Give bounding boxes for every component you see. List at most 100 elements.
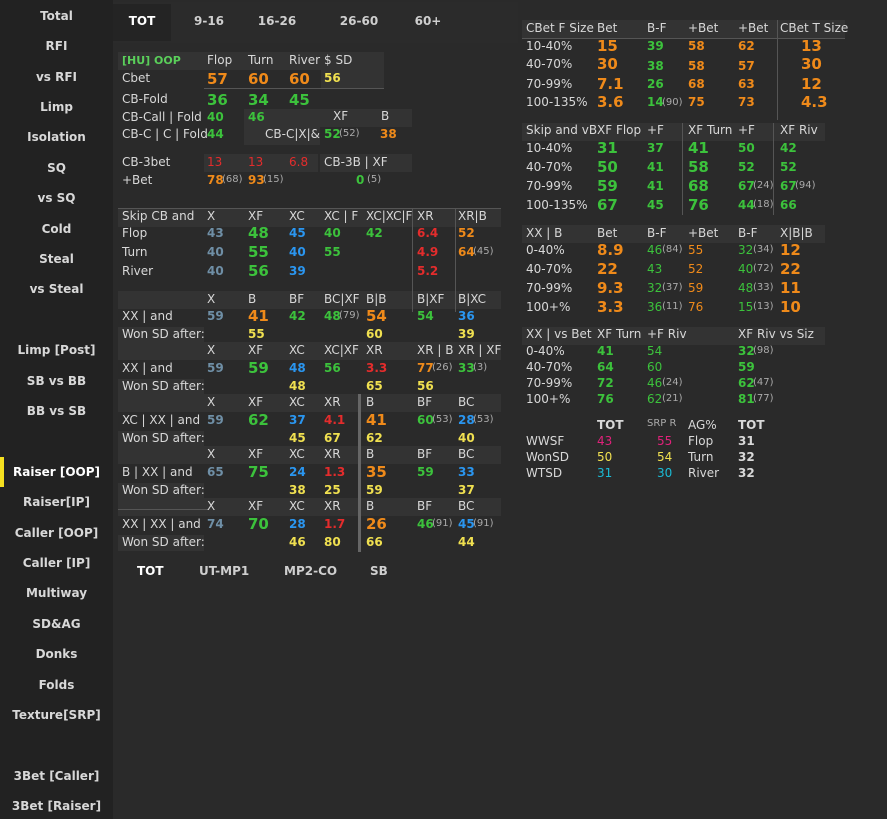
stat-value[interactable]: 30 <box>657 466 673 480</box>
stat-value[interactable]: 44 <box>458 535 475 549</box>
stat-value[interactable]: 77 <box>417 361 434 375</box>
stat-value[interactable]: (47) <box>753 377 774 388</box>
stat-value[interactable]: 44 <box>738 198 755 212</box>
stat-value[interactable]: 40 <box>738 262 754 276</box>
stat-value[interactable]: (11) <box>662 301 683 312</box>
stat-value[interactable]: 30 <box>597 55 618 73</box>
stat-value[interactable]: 31 <box>597 466 613 480</box>
stat-value[interactable]: 55 <box>688 243 704 257</box>
stat-value[interactable]: 3.3 <box>366 361 388 375</box>
stat-value[interactable]: 15 <box>597 37 618 55</box>
stat-value[interactable]: 4.9 <box>417 245 439 259</box>
stat-value[interactable]: 0 <box>356 173 365 187</box>
sidebar-item-bb-vs-sb[interactable]: BB vs SB <box>26 404 87 418</box>
stat-value[interactable]: (21) <box>662 393 683 404</box>
stat-value[interactable]: 58 <box>688 59 705 73</box>
stat-value[interactable]: 62 <box>738 39 755 53</box>
stat-value[interactable]: SRP R <box>647 418 677 429</box>
stat-value[interactable]: 3.6 <box>597 93 624 111</box>
stat-value[interactable]: (84) <box>662 244 683 255</box>
stat-value[interactable]: (53) <box>473 414 494 425</box>
stat-value[interactable]: 50 <box>597 450 613 464</box>
stat-value[interactable]: 62 <box>366 431 383 445</box>
stat-value[interactable]: 54 <box>657 450 673 464</box>
stat-value[interactable]: (91) <box>473 518 494 529</box>
tab-60[interactable]: 60+ <box>414 14 442 28</box>
sidebar-item-limp[interactable]: Limp <box>40 100 73 114</box>
stat-value[interactable]: 12 <box>780 241 801 259</box>
stat-value[interactable]: 12 <box>801 75 822 93</box>
stat-value[interactable]: 32 <box>738 243 754 257</box>
stat-value[interactable]: (79) <box>339 310 360 321</box>
sidebar-item-folds[interactable]: Folds <box>38 678 75 692</box>
tab-9-16[interactable]: 9-16 <box>193 14 225 28</box>
stat-value[interactable]: (24) <box>753 180 774 191</box>
stat-value[interactable]: 52 <box>738 160 755 174</box>
stat-value[interactable]: 50 <box>597 158 618 176</box>
stat-value[interactable]: 48 <box>738 281 754 295</box>
stat-value[interactable]: 78 <box>207 173 224 187</box>
stat-value[interactable]: (72) <box>753 263 774 274</box>
stat-value[interactable]: 42 <box>780 141 797 155</box>
stat-value[interactable]: 40-70% <box>526 57 573 71</box>
stat-value[interactable]: 36 <box>458 309 475 323</box>
stat-value[interactable]: (37) <box>662 282 683 293</box>
sidebar-item-vs-rfi[interactable]: vs RFI <box>35 70 78 84</box>
position-tab-mp2-co[interactable]: MP2-CO <box>284 564 338 578</box>
stat-value[interactable]: 22 <box>597 260 618 278</box>
stat-value[interactable]: 75 <box>248 463 269 481</box>
sidebar-item-texture-srp[interactable]: Texture[SRP] <box>12 708 101 722</box>
stat-value[interactable]: (77) <box>753 393 774 404</box>
stat-value[interactable]: 22 <box>780 260 801 278</box>
stat-value[interactable]: 36 <box>647 300 663 314</box>
stat-value[interactable]: 6.4 <box>417 226 439 240</box>
stat-value[interactable]: 41 <box>647 179 664 193</box>
stat-value[interactable]: 100+% <box>526 300 571 314</box>
stat-value[interactable]: 54 <box>647 344 663 358</box>
stat-value[interactable]: 73 <box>738 95 755 109</box>
sidebar-item-limp-post[interactable]: Limp [Post] <box>17 343 96 357</box>
stat-value[interactable]: 52 <box>324 127 341 141</box>
stat-value[interactable]: 25 <box>324 483 341 497</box>
stat-value[interactable]: 67 <box>597 196 618 214</box>
stat-value[interactable]: 81 <box>738 392 755 406</box>
position-tab-tot[interactable]: TOT <box>137 564 164 578</box>
stat-value[interactable]: 70 <box>248 515 269 533</box>
stat-value[interactable]: 43 <box>647 262 663 276</box>
stat-value[interactable]: 76 <box>688 300 704 314</box>
stat-value[interactable]: 15 <box>738 300 754 314</box>
stat-value[interactable]: 55 <box>657 434 673 448</box>
stat-value[interactable]: (18) <box>753 199 774 210</box>
stat-value[interactable]: 37 <box>458 483 475 497</box>
stat-value[interactable]: 60 <box>248 70 269 88</box>
stat-value[interactable]: 41 <box>248 307 269 325</box>
stat-value[interactable]: 59 <box>207 309 224 323</box>
tab-26-60[interactable]: 26-60 <box>339 14 379 28</box>
stat-value[interactable]: 62 <box>738 376 755 390</box>
stat-value[interactable]: 76 <box>597 392 614 406</box>
stat-value[interactable]: 41 <box>688 139 709 157</box>
sidebar-item-raiser-oop[interactable]: Raiser [OOP] <box>13 465 100 479</box>
stat-value[interactable]: 32 <box>738 344 755 358</box>
stat-value[interactable]: 24 <box>289 465 306 479</box>
stat-value[interactable]: 100-135% <box>526 95 588 109</box>
stat-value[interactable]: 54 <box>417 309 434 323</box>
sidebar-item-sb-vs-bb[interactable]: SB vs BB <box>26 374 87 388</box>
stat-value[interactable]: 64 <box>597 360 614 374</box>
stat-value[interactable]: 26 <box>647 77 664 91</box>
sidebar-item-sq[interactable]: SQ <box>47 161 66 175</box>
sidebar-item-multiway[interactable]: Multiway <box>25 586 88 600</box>
stat-value[interactable]: (52) <box>339 128 360 139</box>
stat-value[interactable]: 38 <box>647 59 664 73</box>
stat-value[interactable]: (45) <box>473 246 494 257</box>
stat-value[interactable]: 52 <box>458 226 475 240</box>
stat-value[interactable]: 10-40% <box>526 39 573 53</box>
stat-value[interactable]: 100-135% <box>526 198 588 212</box>
sidebar-item-steal[interactable]: Steal <box>39 252 74 266</box>
sidebar-item-vs-steal[interactable]: vs Steal <box>29 282 84 296</box>
stat-value[interactable]: 50 <box>738 141 755 155</box>
stat-value[interactable]: 4.3 <box>801 93 828 111</box>
sidebar-item-sd-ag[interactable]: SD&AG <box>32 617 81 631</box>
stat-value[interactable]: 1.7 <box>324 517 346 531</box>
stat-value[interactable]: 42 <box>366 226 383 240</box>
